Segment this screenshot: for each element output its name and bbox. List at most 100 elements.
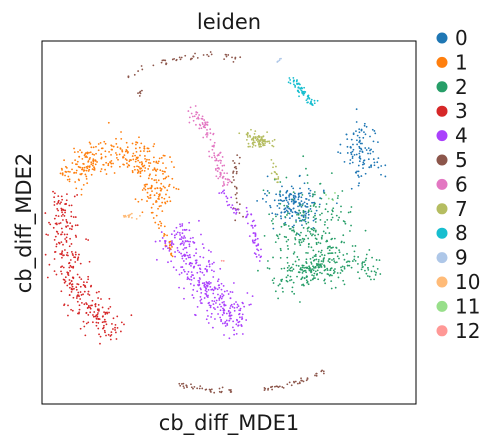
point-cluster-2 [307,283,310,286]
point-cluster-1 [67,175,70,178]
point-cluster-6 [211,148,214,151]
point-cluster-1 [80,172,83,175]
point-cluster-1 [104,155,107,158]
scatter-points [44,51,387,394]
point-cluster-4 [176,231,179,234]
point-cluster-2 [302,283,305,286]
point-cluster-6 [188,116,191,119]
point-cluster-2 [275,234,278,237]
point-cluster-4 [229,290,232,293]
point-cluster-1 [134,168,136,171]
point-cluster-4 [205,318,208,321]
legend-label-7: 7 [455,197,468,221]
point-cluster-1 [110,160,113,162]
point-cluster-6 [206,132,209,134]
point-cluster-6 [208,155,211,158]
point-cluster-2 [298,203,301,206]
point-cluster-4 [225,319,228,322]
point-cluster-2 [285,236,288,239]
point-cluster-4 [185,228,188,231]
point-cluster-2 [297,213,300,216]
point-cluster-2 [301,266,304,269]
point-cluster-4 [203,274,205,276]
point-cluster-0 [352,133,355,136]
point-cluster-0 [360,147,362,150]
point-cluster-4 [173,236,176,239]
point-cluster-1 [164,186,166,189]
point-cluster-0 [361,163,364,166]
point-cluster-5 [137,92,139,95]
point-cluster-10 [127,216,130,219]
point-cluster-4 [212,289,215,292]
point-cluster-0 [377,166,380,169]
point-cluster-3 [85,238,87,241]
point-cluster-3 [45,233,48,236]
point-cluster-2 [315,243,318,246]
legend-marker-12 [436,325,448,337]
point-cluster-2 [361,262,364,265]
point-cluster-5 [162,59,165,62]
point-cluster-2 [362,265,364,268]
point-cluster-2 [336,272,339,274]
point-cluster-1 [111,145,113,147]
point-cluster-2 [332,272,335,275]
point-cluster-2 [292,226,295,229]
point-cluster-4 [251,295,254,298]
point-cluster-4 [178,286,180,289]
point-cluster-2 [314,229,317,232]
point-cluster-3 [69,269,71,272]
point-cluster-3 [94,315,97,318]
point-cluster-3 [76,194,79,196]
point-cluster-3 [74,216,77,218]
point-cluster-0 [288,194,291,197]
point-cluster-1 [149,187,151,190]
point-cluster-3 [63,304,65,307]
point-cluster-2 [274,290,277,293]
point-cluster-4 [184,240,187,242]
point-cluster-2 [305,167,307,170]
point-cluster-1 [86,182,89,185]
point-cluster-2 [306,252,309,254]
point-cluster-3 [76,224,79,227]
point-cluster-2 [363,261,366,263]
point-cluster-0 [369,149,371,152]
point-cluster-1 [93,167,96,170]
point-cluster-2 [289,279,291,282]
point-cluster-4 [212,292,215,295]
point-cluster-2 [296,275,298,278]
point-cluster-3 [99,335,102,338]
point-cluster-2 [292,268,295,271]
point-cluster-2 [340,211,342,213]
point-cluster-0 [356,143,359,146]
point-cluster-2 [351,245,354,247]
point-cluster-0 [352,148,355,151]
point-cluster-2 [294,237,296,239]
point-cluster-2 [284,215,287,218]
point-cluster-1 [91,168,94,171]
point-cluster-2 [342,279,345,282]
point-cluster-2 [357,271,359,274]
point-cluster-0 [279,199,282,201]
point-cluster-4 [254,235,257,238]
point-cluster-1 [126,162,128,165]
point-cluster-5 [183,387,186,389]
legend-marker-9 [436,252,448,264]
point-cluster-3 [71,225,74,227]
point-cluster-7 [251,146,254,148]
point-cluster-3 [69,237,71,240]
point-cluster-4 [170,242,173,245]
point-cluster-6 [216,154,219,157]
point-cluster-4 [178,251,181,254]
point-cluster-8 [316,99,319,102]
point-cluster-0 [303,201,306,204]
point-cluster-2 [334,251,337,254]
point-cluster-4 [221,301,224,304]
point-cluster-1 [135,156,138,159]
point-cluster-1 [61,173,64,175]
point-cluster-0 [300,214,303,217]
point-cluster-4 [217,313,219,315]
point-cluster-3 [74,253,77,256]
point-cluster-5 [152,64,155,67]
point-cluster-1 [150,206,153,209]
point-cluster-2 [368,275,371,278]
